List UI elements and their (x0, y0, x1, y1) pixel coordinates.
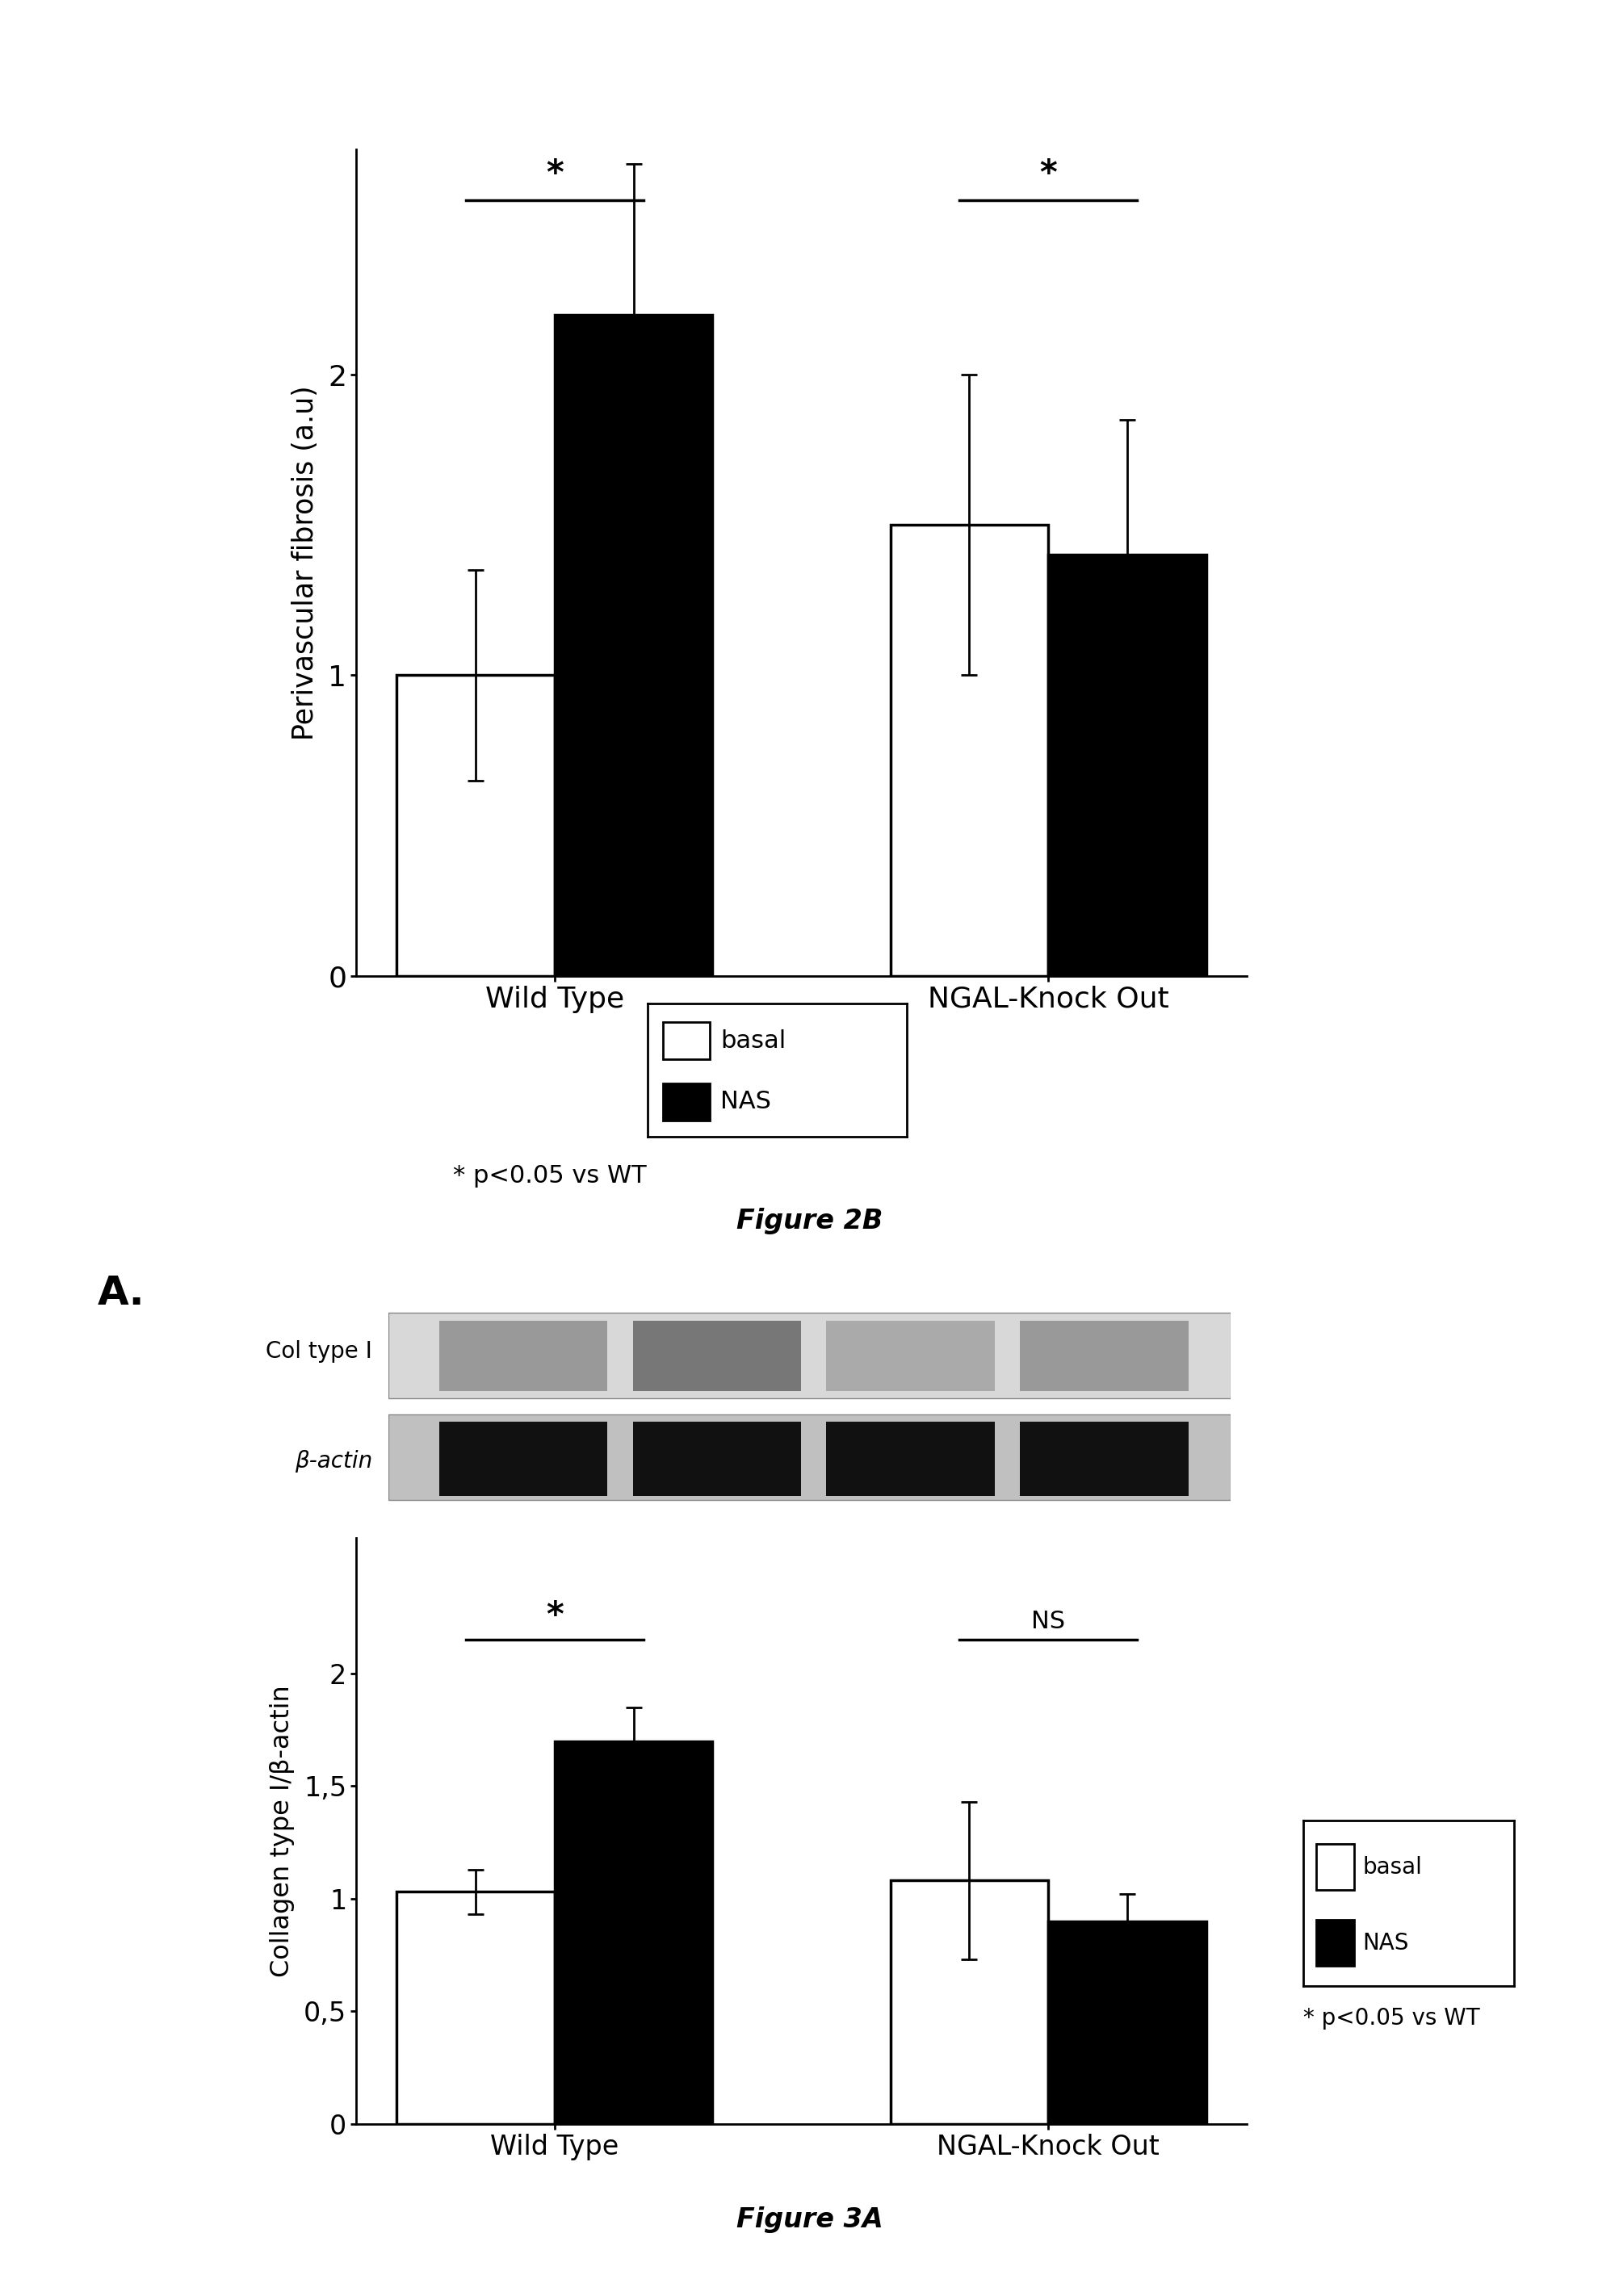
Bar (826, 1320, 994, 1391)
Y-axis label: Perivascular fibrosis (a.u): Perivascular fibrosis (a.u) (291, 386, 319, 739)
Bar (1020, 1421, 1188, 1497)
Bar (664, 1022, 709, 1058)
Bar (389, 1414, 1230, 1499)
Bar (397, 1892, 555, 2124)
Text: *: * (546, 1598, 563, 1632)
Text: *: * (546, 158, 563, 191)
Bar (633, 1320, 801, 1391)
Text: Figure 3A: Figure 3A (737, 2206, 882, 2232)
Bar (555, 1740, 712, 2124)
Text: Figure 2B: Figure 2B (737, 1208, 882, 1233)
Bar (633, 1421, 801, 1497)
Bar (555, 315, 712, 976)
Bar (890, 1880, 1047, 2124)
Text: basal: basal (1362, 1855, 1421, 1878)
Bar (1316, 1844, 1353, 1890)
Bar (890, 526, 1047, 976)
Text: NAS: NAS (720, 1091, 771, 1114)
Text: Col type I: Col type I (266, 1341, 372, 1364)
Text: NS: NS (1031, 1609, 1065, 1632)
Bar (826, 1421, 994, 1497)
Y-axis label: Collagen type I/β-actin: Collagen type I/β-actin (270, 1685, 295, 1977)
Text: *: * (1039, 158, 1057, 191)
Bar (1047, 556, 1206, 976)
Bar (1020, 1320, 1188, 1391)
Text: A.: A. (97, 1274, 144, 1313)
Bar (439, 1421, 607, 1497)
Text: * p<0.05 vs WT: * p<0.05 vs WT (453, 1164, 648, 1187)
Text: β-actin: β-actin (295, 1449, 372, 1472)
Text: basal: basal (720, 1029, 785, 1052)
Bar (439, 1320, 607, 1391)
Text: NAS: NAS (1362, 1931, 1409, 1954)
Bar (389, 1313, 1230, 1398)
Bar (1047, 1922, 1206, 2124)
Bar (397, 675, 555, 976)
Bar (664, 1084, 709, 1120)
Bar (1316, 1919, 1353, 1965)
Text: * p<0.05 vs WT: * p<0.05 vs WT (1303, 2007, 1480, 2030)
